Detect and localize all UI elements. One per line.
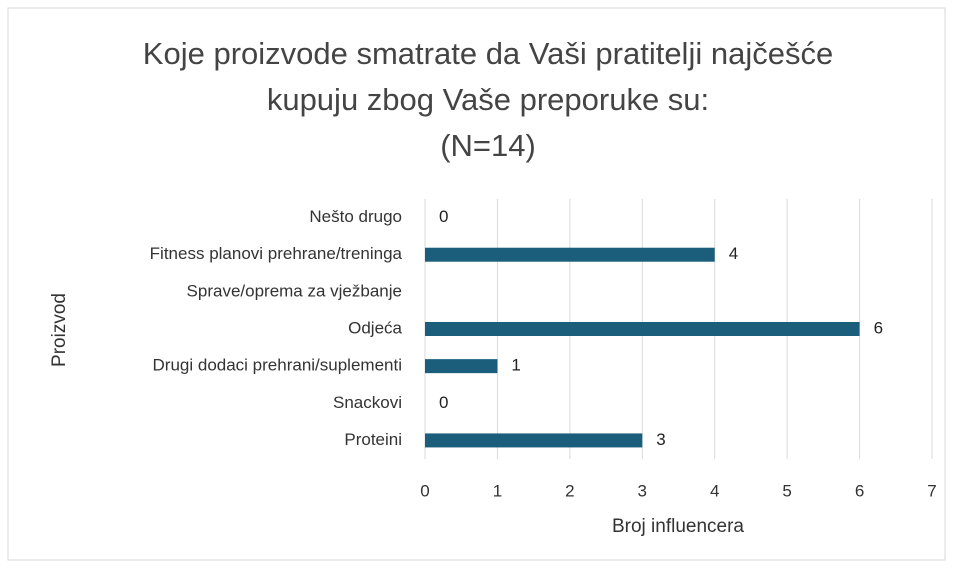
- x-tick-label: 6: [855, 481, 864, 500]
- x-axis-label: Broj influencera: [612, 516, 744, 537]
- data-label: 0: [439, 393, 448, 412]
- y-tick-label: Drugi dodaci prehrani/suplementi: [153, 356, 402, 375]
- x-tick-label: 3: [638, 481, 647, 500]
- y-tick-label: Nešto drugo: [309, 207, 402, 226]
- data-label: 0: [439, 207, 448, 226]
- y-axis-label: Proizvod: [49, 293, 70, 367]
- y-tick-label: Fitness planovi prehrane/treninga: [150, 244, 403, 263]
- chart-title: Koje proizvode smatrate da Vaši pratitel…: [143, 36, 833, 71]
- bar: [425, 322, 860, 336]
- bar: [425, 359, 498, 374]
- chart-title: kupuju zbog Vaše preporuke su:: [267, 82, 709, 117]
- y-tick-label: Snackovi: [333, 393, 402, 412]
- data-label: 3: [656, 430, 665, 449]
- chart-title: (N=14): [440, 128, 536, 163]
- x-tick-label: 4: [710, 481, 719, 500]
- x-tick-label: 7: [927, 481, 936, 500]
- bar: [425, 433, 643, 448]
- y-tick-label: Sprave/oprema za vježbanje: [187, 281, 402, 300]
- data-label: 6: [874, 318, 883, 337]
- data-label: 4: [729, 244, 738, 263]
- chart-frame: [7, 7, 946, 561]
- y-tick-label: Odjeća: [348, 318, 402, 337]
- data-label: 1: [511, 356, 520, 375]
- x-tick-label: 5: [782, 481, 791, 500]
- bar: [425, 247, 715, 262]
- x-tick-label: 2: [565, 481, 574, 500]
- x-tick-label: 1: [493, 481, 502, 500]
- x-tick-label: 0: [420, 481, 429, 500]
- y-tick-label: Proteini: [344, 430, 402, 449]
